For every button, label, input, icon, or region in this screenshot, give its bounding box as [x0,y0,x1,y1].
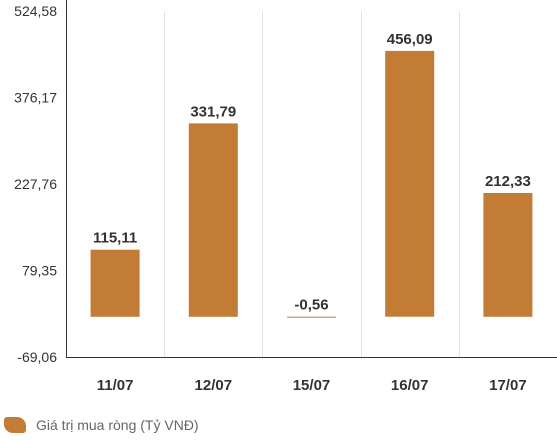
y-tick-label: 376,17 [14,90,57,106]
data-label: 331,79 [190,103,236,120]
bar [483,193,533,317]
data-label: 456,09 [387,31,433,48]
y-tick-label: 524,58 [14,3,57,19]
data-label: 212,33 [485,173,531,190]
legend[interactable]: Giá trị mua ròng (Tỷ VNĐ) [4,414,199,436]
bar [385,50,435,317]
y-tick-label: -69,06 [17,349,57,365]
legend-swatch [4,417,26,433]
x-tick-label: 16/07 [391,377,429,394]
x-tick-label: 11/07 [97,377,134,394]
data-label: -0,56 [294,297,328,314]
x-tick-label: 12/07 [195,377,233,394]
x-tick-label: 15/07 [293,377,331,394]
y-tick-label: 227,76 [14,176,57,192]
bar [287,316,336,318]
data-label: 115,11 [93,230,137,247]
bar [188,123,238,317]
x-tick-label: 17/07 [489,377,527,394]
bar [90,249,140,317]
legend-label: Giá trị mua ròng (Tỷ VNĐ) [36,417,199,433]
y-tick-label: 79,35 [22,263,57,279]
